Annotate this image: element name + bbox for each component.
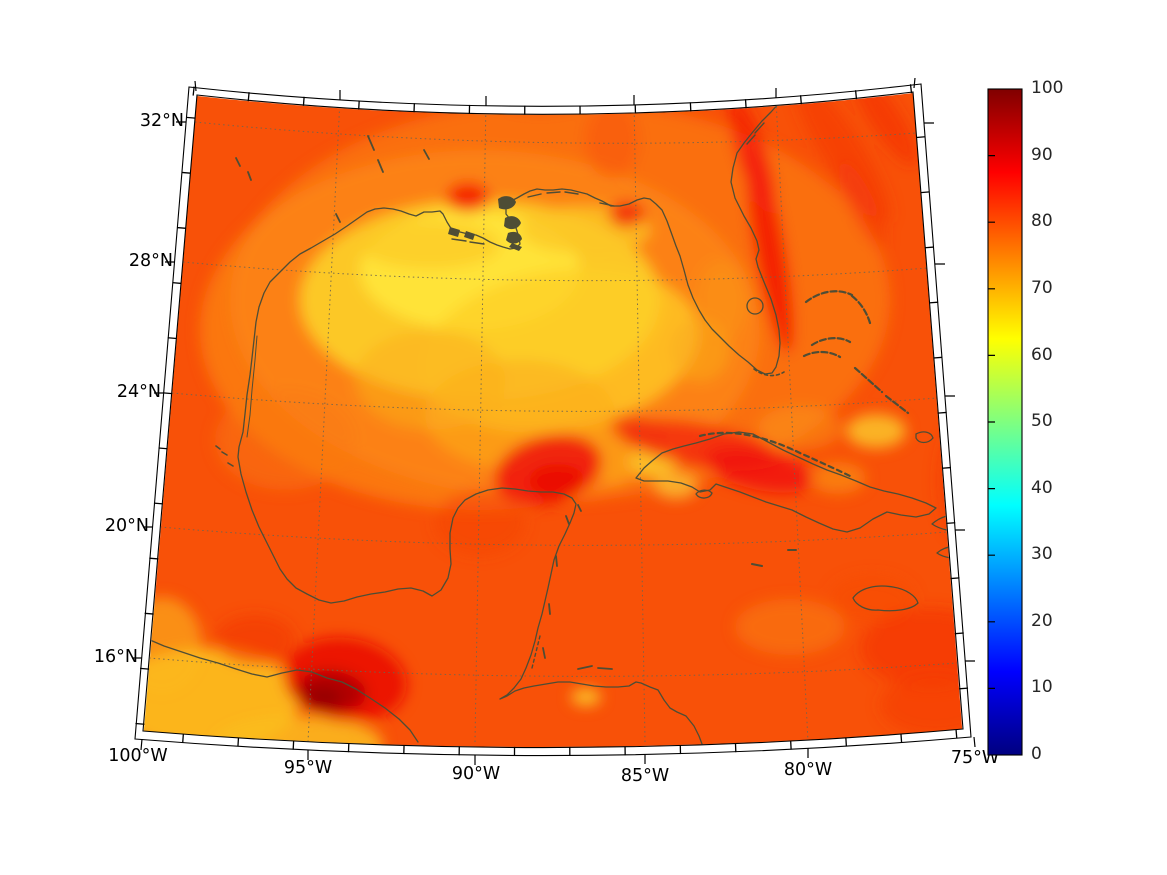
bahamas-banks [802, 290, 910, 415]
cb-label-80: 80 [1031, 211, 1053, 231]
lat-label-32n: 32°N [139, 111, 184, 131]
cb-label-90: 90 [1031, 145, 1053, 165]
lake-okeechobee [746, 297, 764, 315]
isla-juventud [695, 489, 713, 499]
lon-label-90w: 90°W [451, 764, 501, 784]
cayman-islands [751, 549, 797, 567]
lon-label-95w: 95°W [283, 758, 333, 778]
great-inagua [915, 431, 934, 444]
cb-label-100: 100 [1031, 78, 1064, 98]
cuba-keys [698, 431, 854, 479]
bay-islands [577, 665, 613, 670]
cb-label-30: 30 [1031, 544, 1053, 564]
cb-label-10: 10 [1031, 677, 1053, 697]
map-frame [132, 77, 976, 765]
lon-label-100w: 100°W [108, 746, 168, 766]
cb-label-20: 20 [1031, 611, 1053, 631]
coastlines [149, 101, 963, 745]
cb-label-60: 60 [1031, 345, 1053, 365]
coast-pacific-mexico [149, 639, 419, 743]
graticule [148, 98, 958, 743]
georgia-barriers [746, 122, 765, 145]
louisiana-barriers [451, 191, 615, 245]
axis-ticks [132, 77, 976, 765]
laguna-madre-islets [215, 445, 234, 467]
lon-label-80w: 80°W [783, 760, 833, 780]
cb-label-50: 50 [1031, 411, 1053, 431]
colorbar-ticks [988, 155, 995, 689]
jamaica [852, 585, 919, 612]
florida-keys [753, 368, 785, 377]
cb-label-0: 0 [1031, 744, 1042, 764]
belize-reef [531, 635, 541, 669]
lon-label-85w: 85°W [620, 766, 670, 786]
lon-label-75w: 75°W [950, 748, 1000, 768]
coast-cuba [635, 431, 937, 533]
heatmap-field [143, 92, 963, 748]
lat-label-24n: 24°N [116, 382, 161, 402]
cb-label-40: 40 [1031, 478, 1053, 498]
texas-barrier-island [246, 335, 258, 438]
texas-lakes [235, 135, 430, 223]
lat-label-20n: 20°N [104, 516, 149, 536]
lat-label-28n: 28°N [128, 251, 173, 271]
yucatan-islets [542, 504, 582, 659]
coast-mainland-gulf [237, 101, 781, 745]
mississippi-delta-marsh [448, 196, 522, 251]
lat-label-16n: 16°N [93, 647, 138, 667]
cb-label-70: 70 [1031, 278, 1053, 298]
